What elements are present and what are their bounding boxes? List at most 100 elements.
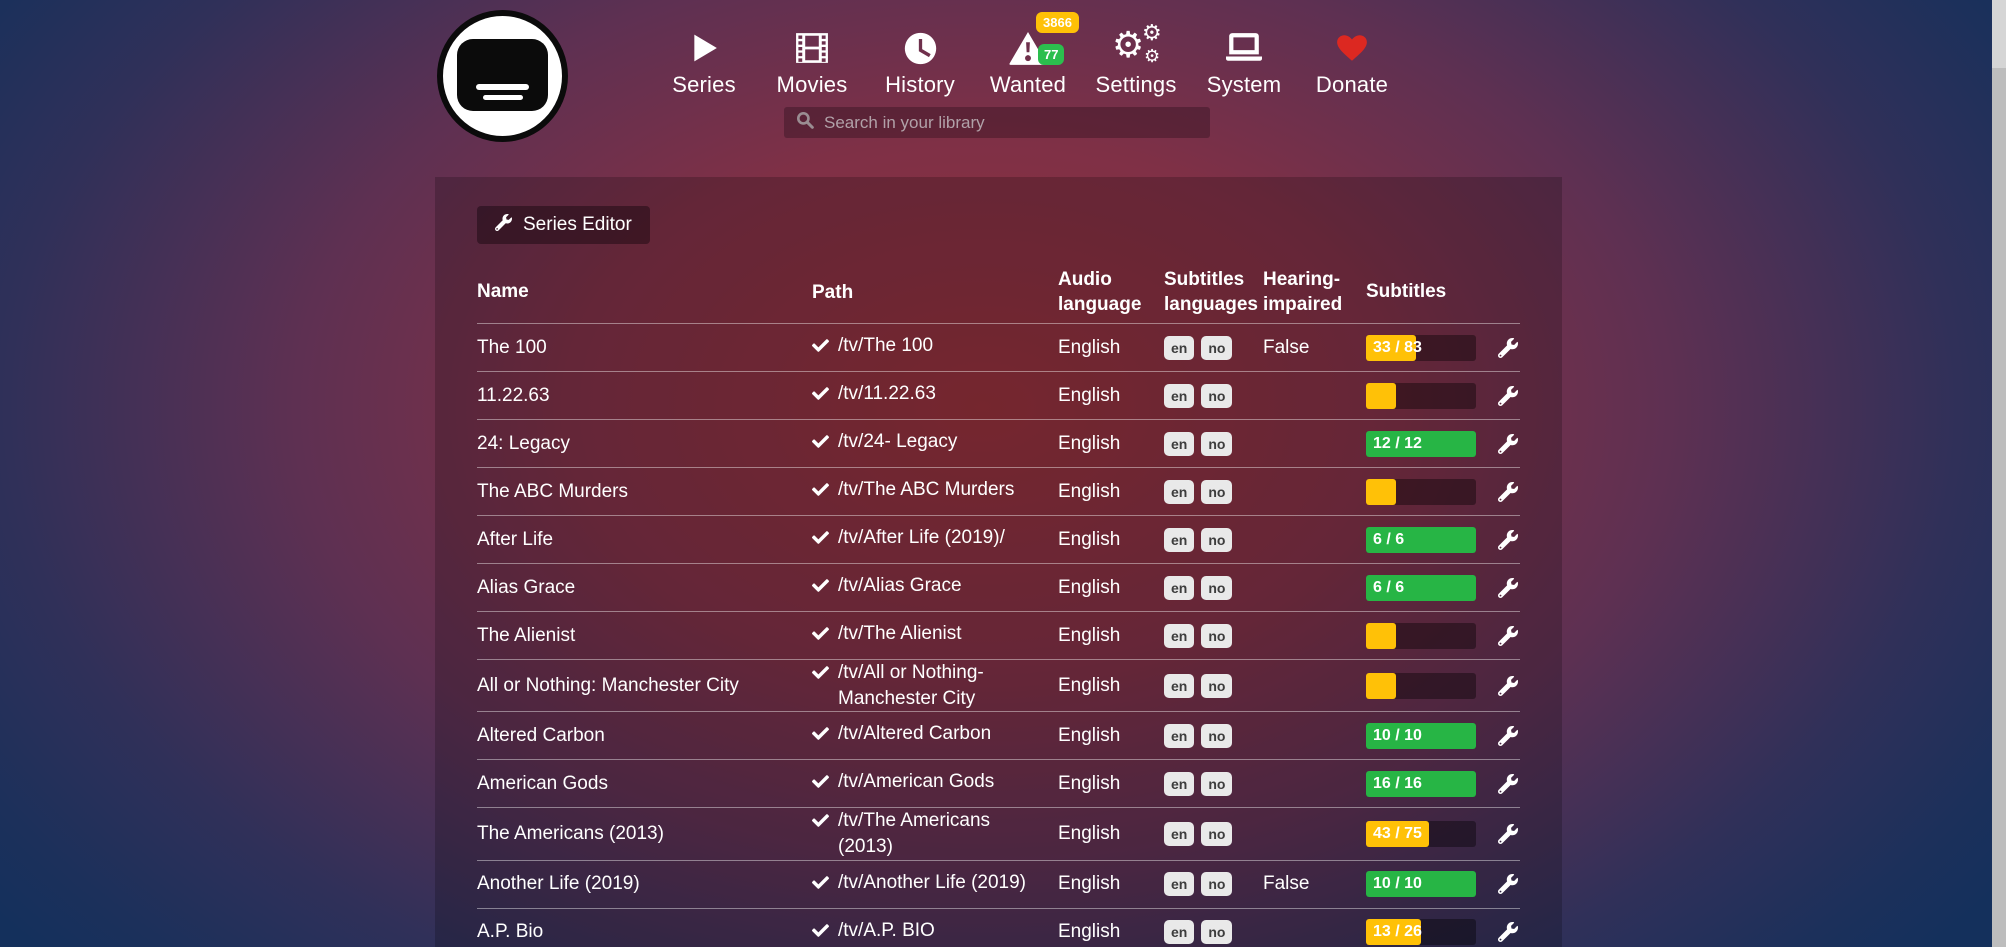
row-edit-wrench-button[interactable] (1498, 773, 1518, 794)
row-edit-wrench-button[interactable] (1498, 922, 1518, 943)
row-edit-wrench-button[interactable] (1498, 823, 1518, 844)
table-row: 24: Legacy/tv/24- Legacy English en no 12 / … (477, 420, 1520, 468)
scrollbar-thumb[interactable] (1992, 68, 2006, 947)
series-path: /tv/11.22.63 (812, 381, 1058, 410)
nav-item-system[interactable]: System (1190, 26, 1298, 98)
subtitles-progress: 13 / 26 (1366, 919, 1490, 946)
series-path: /tv/Altered Carbon (812, 721, 1058, 750)
audio-language: English (1058, 921, 1121, 943)
row-edit-wrench-button[interactable] (1498, 481, 1518, 502)
series-name-link[interactable]: 11.22.63 (477, 384, 550, 406)
row-edit-wrench-button[interactable] (1498, 577, 1518, 598)
progress-track (1366, 382, 1476, 409)
language-badge: en (1164, 920, 1195, 945)
row-edit-wrench-button[interactable] (1498, 529, 1518, 550)
row-edit-wrench-button[interactable] (1498, 725, 1518, 746)
nav-label: Donate (1315, 72, 1389, 97)
subtitles-progress: 12 / 12 (1366, 430, 1490, 457)
progress-fill: 6 / 6 (1366, 526, 1476, 553)
row-edit-wrench-button[interactable] (1498, 337, 1518, 358)
column-header-name: Name (477, 281, 529, 303)
subtitles-progress: 16 / 16 (1366, 770, 1490, 797)
progress-track: 6 / 6 (1366, 526, 1476, 553)
language-badge: no (1201, 673, 1233, 698)
series-path: /tv/All or Nothing- Manchester City (812, 660, 1058, 711)
series-name-link[interactable]: Altered Carbon (477, 724, 605, 746)
gears-icon: ⚙ ⚙ ⚙ (1112, 21, 1162, 67)
subtitle-languages: en no (1164, 771, 1263, 796)
row-edit-wrench-button[interactable] (1498, 675, 1518, 696)
series-name-link[interactable]: All or Nothing: Manchester City (477, 674, 739, 696)
language-badge: no (1201, 723, 1233, 748)
series-name-link[interactable]: Alias Grace (477, 576, 576, 598)
check-icon (812, 772, 829, 798)
language-badge: no (1201, 431, 1233, 456)
subtitle-languages: en no (1164, 479, 1263, 504)
progress-track: 10 / 10 (1366, 722, 1476, 749)
language-badge: no (1201, 771, 1233, 796)
heart-icon (1335, 26, 1369, 70)
progress-fill: 10 / 10 (1366, 871, 1476, 898)
scrollbar[interactable] (1992, 0, 2006, 947)
series-name-link[interactable]: A.P. Bio (477, 921, 544, 943)
series-name-link[interactable]: 24: Legacy (477, 432, 570, 454)
nav-item-history[interactable]: History (866, 26, 974, 98)
column-header-audio: Audio language (1058, 268, 1142, 315)
laptop-icon (1226, 26, 1262, 70)
series-name-link[interactable]: After Life (477, 528, 554, 550)
series-name-link[interactable]: Another Life (2019) (477, 873, 640, 895)
row-edit-wrench-button[interactable] (1498, 625, 1518, 646)
nav-item-donate[interactable]: Donate (1298, 26, 1406, 98)
series-name-link[interactable]: The Americans (2013) (477, 822, 664, 844)
series-name-link[interactable]: The ABC Murders (477, 480, 628, 502)
column-header-subtitles: Subtitles (1366, 281, 1447, 303)
series-editor-button[interactable]: Series Editor (477, 206, 650, 244)
subtitle-languages: en no (1164, 431, 1263, 456)
check-icon (812, 480, 829, 506)
progress-fill (1366, 478, 1396, 505)
audio-language: English (1058, 528, 1121, 550)
subtitle-languages: en no (1164, 335, 1263, 360)
wrench-icon (494, 213, 512, 237)
nav-item-movies[interactable]: Movies (758, 26, 866, 98)
progress-fill: 43 / 75 (1366, 820, 1429, 847)
subtitle-languages: en no (1164, 673, 1263, 698)
progress-track: 16 / 16 (1366, 770, 1476, 797)
nav-item-series[interactable]: Series (650, 26, 758, 98)
check-icon (812, 432, 829, 458)
subtitles-progress (1366, 672, 1490, 699)
clock-icon (904, 26, 937, 70)
search-input[interactable] (824, 112, 1198, 133)
table-row: American Gods/tv/American Gods English en n… (477, 760, 1520, 809)
nav-label: System (1206, 72, 1282, 97)
language-badge: en (1164, 431, 1195, 456)
row-edit-wrench-button[interactable] (1498, 385, 1518, 406)
table-row: After Life/tv/After Life (2019)/English e… (477, 516, 1520, 564)
table-row: Altered Carbon/tv/Altered Carbon English e… (477, 712, 1520, 761)
series-name-link[interactable]: The 100 (477, 336, 547, 358)
language-badge: no (1201, 479, 1233, 504)
series-name-link[interactable]: The Alienist (477, 624, 576, 646)
progress-track: 6 / 6 (1366, 574, 1476, 601)
nav-item-wanted[interactable]: 3866 77 Wanted (974, 12, 1082, 98)
language-badge: en (1164, 673, 1195, 698)
language-badge: en (1164, 821, 1195, 846)
play-icon (689, 26, 719, 70)
app-logo[interactable] (437, 10, 568, 142)
language-badge: en (1164, 623, 1195, 648)
series-name-link[interactable]: American Gods (477, 772, 608, 794)
series-path: /tv/24- Legacy (812, 429, 1058, 458)
language-badge: no (1201, 623, 1233, 648)
subtitles-progress (1366, 622, 1490, 649)
progress-track (1366, 478, 1476, 505)
language-badge: en (1164, 771, 1195, 796)
row-edit-wrench-button[interactable] (1498, 874, 1518, 895)
row-edit-wrench-button[interactable] (1498, 433, 1518, 454)
check-icon (812, 576, 829, 602)
progress-fill (1366, 622, 1396, 649)
series-path: /tv/American Gods (812, 769, 1058, 798)
check-icon (812, 873, 829, 899)
nav-item-settings[interactable]: ⚙ ⚙ ⚙ Settings (1082, 21, 1190, 98)
subtitle-languages: en no (1164, 575, 1263, 600)
